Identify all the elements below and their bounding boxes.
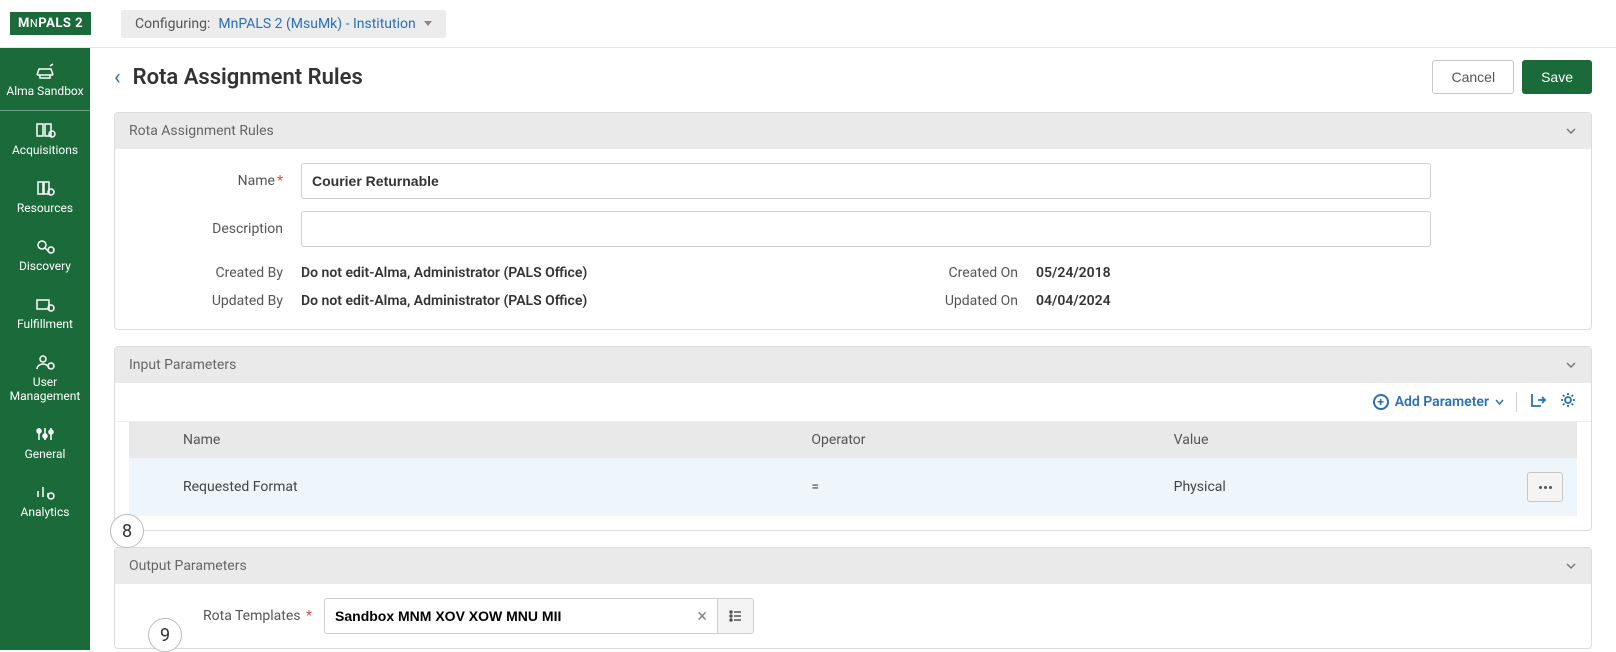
updated-on-value: 04/04/2024 — [1036, 293, 1111, 309]
add-parameter-label: Add Parameter — [1395, 394, 1489, 410]
params-toolbar: + Add Parameter — [115, 383, 1591, 422]
brand-rest: PALS 2 — [38, 16, 83, 31]
updated-on-label: Updated On — [921, 293, 1036, 309]
sidebar-item-acquisitions[interactable]: Acquisitions — [0, 111, 90, 169]
caret-down-icon — [1495, 398, 1504, 407]
brand-logo: MNPALS 2 — [10, 12, 91, 35]
chevron-down-icon — [1565, 359, 1577, 371]
rota-templates-field: × — [324, 598, 754, 634]
sidebar-item-label: Analytics — [21, 505, 70, 519]
created-by-label: Created By — [131, 265, 301, 281]
created-on-value: 05/24/2018 — [1036, 265, 1111, 281]
brand-prefix: M — [18, 16, 30, 31]
rota-templates-row: Rota Templates * × — [115, 584, 1591, 648]
config-selector[interactable]: Configuring: MnPALS 2 (MsuMk) - Institut… — [121, 10, 446, 38]
sidebar-item-general[interactable]: General — [0, 415, 90, 473]
rota-templates-input[interactable] — [325, 602, 687, 630]
export-icon[interactable] — [1529, 391, 1547, 413]
top-bar: MNPALS 2 Configuring: MnPALS 2 (MsuMk) -… — [0, 0, 1616, 48]
row-actions-button[interactable] — [1527, 472, 1563, 502]
back-button[interactable]: ‹ — [114, 65, 121, 90]
rota-templates-label: Rota Templates * — [203, 608, 312, 624]
annotation-badge-8: 8 — [110, 514, 144, 548]
col-name: Name — [169, 422, 797, 458]
page-header: ‹ Rota Assignment Rules Cancel Save — [114, 60, 1592, 94]
sidebar-item-label: Discovery — [19, 259, 71, 273]
acquisitions-icon — [34, 121, 56, 139]
panel-title: Rota Assignment Rules — [129, 123, 274, 139]
separator — [1516, 392, 1517, 412]
sidebar-item-label: Resources — [17, 201, 73, 215]
sidebar-item-label: Alma Sandbox — [6, 84, 83, 98]
annotation-badge-9: 9 — [148, 618, 182, 652]
chevron-down-icon — [1565, 560, 1577, 572]
output-parameters-header[interactable]: Output Parameters — [115, 548, 1591, 584]
parameters-table: Name Operator Value Requested Format = P… — [129, 422, 1577, 516]
user-icon — [34, 353, 56, 371]
sidebar-item-fulfillment[interactable]: Fulfillment — [0, 285, 90, 343]
sandbox-icon — [34, 62, 56, 80]
col-value: Value — [1160, 422, 1513, 458]
created-on-label: Created On — [921, 265, 1036, 281]
cell-name: Requested Format — [169, 458, 797, 516]
cell-value: Physical — [1160, 458, 1513, 516]
created-by-value: Do not edit-Alma, Administrator (PALS Of… — [301, 265, 587, 281]
sidebar-item-label: Fulfillment — [17, 317, 73, 331]
analytics-icon — [34, 483, 56, 501]
sidebar-item-label: Acquisitions — [12, 143, 78, 157]
col-operator: Operator — [797, 422, 1159, 458]
sidebar: Alma Sandbox Acquisitions Resources Disc… — [0, 48, 90, 650]
panel-title: Output Parameters — [129, 558, 247, 574]
list-picker-button[interactable] — [717, 599, 753, 633]
sidebar-item-resources[interactable]: Resources — [0, 169, 90, 227]
panel-title: Input Parameters — [129, 357, 236, 373]
plus-circle-icon: + — [1373, 394, 1389, 410]
updated-by-label: Updated By — [131, 293, 301, 309]
page-title: Rota Assignment Rules — [133, 65, 1433, 90]
config-value: MnPALS 2 (MsuMk) - Institution — [218, 16, 415, 32]
main-content: ‹ Rota Assignment Rules Cancel Save Rota… — [90, 48, 1616, 650]
list-icon — [728, 608, 744, 624]
chevron-down-icon — [424, 21, 432, 26]
sliders-icon — [34, 425, 56, 443]
resources-icon — [34, 179, 56, 197]
sidebar-item-label: General — [25, 447, 66, 461]
input-parameters-panel: Input Parameters + Add Parameter — [114, 346, 1592, 531]
sidebar-item-user-management[interactable]: User Management — [0, 343, 90, 415]
rota-rules-panel: Rota Assignment Rules Name* Description … — [114, 112, 1592, 330]
rota-rules-panel-header[interactable]: Rota Assignment Rules — [115, 113, 1591, 149]
output-parameters-panel: Output Parameters Rota Templates * × — [114, 547, 1592, 649]
gear-icon[interactable] — [1559, 391, 1577, 413]
name-label: Name* — [131, 173, 301, 189]
sidebar-item-alma-sandbox[interactable]: Alma Sandbox — [0, 52, 90, 111]
sidebar-item-discovery[interactable]: Discovery — [0, 227, 90, 285]
brand-n: N — [30, 17, 38, 30]
discovery-icon — [34, 237, 56, 255]
rota-rules-panel-body: Name* Description Created By Do not edit… — [115, 149, 1591, 329]
description-label: Description — [131, 221, 301, 237]
save-button[interactable]: Save — [1522, 60, 1592, 94]
description-input[interactable] — [301, 211, 1431, 247]
name-input[interactable] — [301, 163, 1431, 199]
cancel-button[interactable]: Cancel — [1432, 60, 1514, 94]
cell-operator: = — [797, 458, 1159, 516]
table-row[interactable]: Requested Format = Physical — [129, 458, 1577, 516]
add-parameter-button[interactable]: + Add Parameter — [1373, 394, 1504, 410]
chevron-down-icon — [1565, 125, 1577, 137]
sidebar-item-label: User Management — [10, 375, 81, 403]
updated-by-value: Do not edit-Alma, Administrator (PALS Of… — [301, 293, 587, 309]
fulfillment-icon — [34, 295, 56, 313]
input-parameters-header[interactable]: Input Parameters — [115, 347, 1591, 383]
sidebar-item-analytics[interactable]: Analytics — [0, 473, 90, 531]
clear-icon[interactable]: × — [687, 606, 717, 627]
config-label: Configuring: — [135, 16, 210, 32]
